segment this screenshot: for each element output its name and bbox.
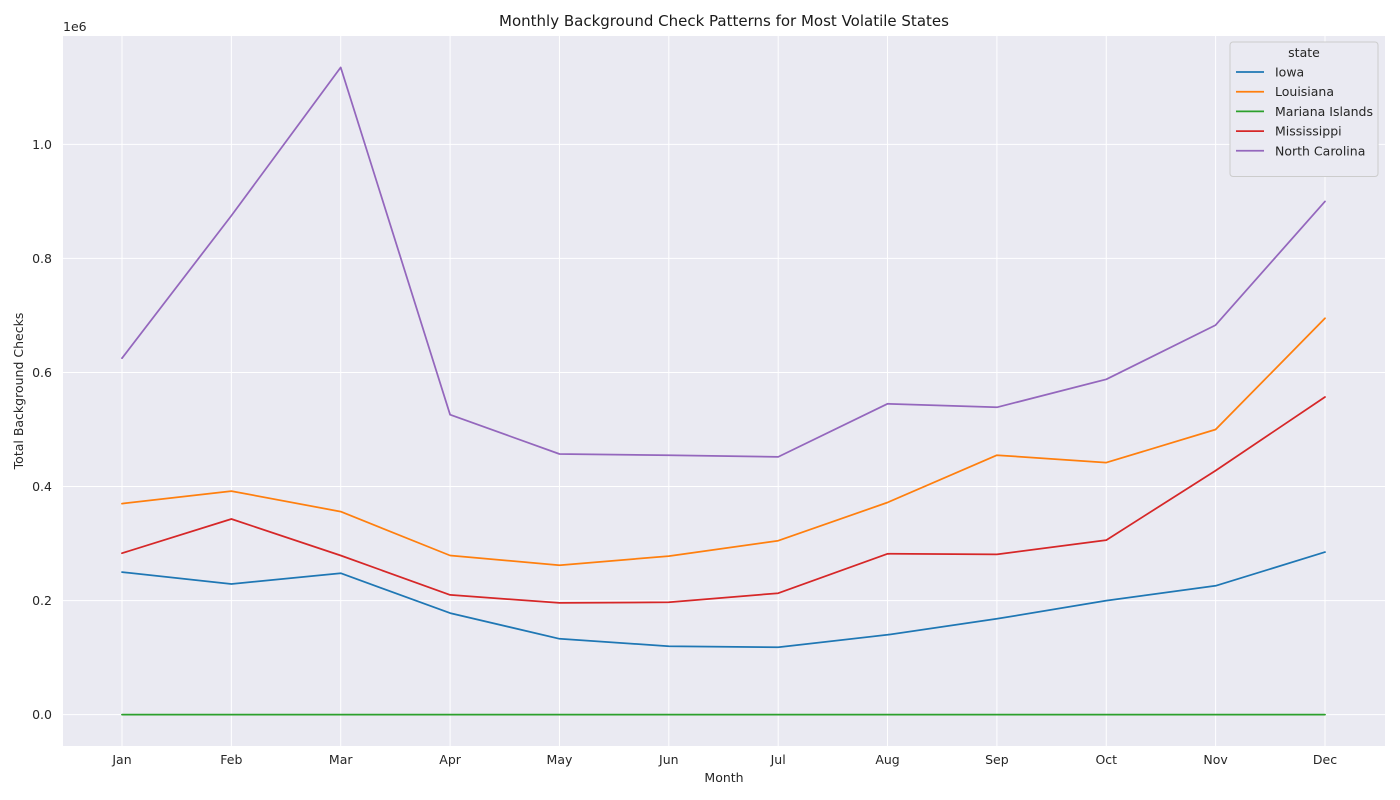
y-tick-label: 0.6: [32, 365, 52, 380]
series-line: [121, 551, 1326, 649]
y-tick-label: 0.8: [32, 251, 52, 266]
x-tick-label: May: [547, 752, 573, 767]
x-tick-label: Jul: [770, 752, 786, 767]
legend-title: state: [1288, 45, 1320, 60]
y-axis-ticks: 0.0 0.2 0.4 0.6 0.8 1.0: [32, 137, 52, 722]
legend-label: Mississippi: [1275, 124, 1342, 139]
y-tick-label: 1.0: [32, 137, 52, 152]
y-axis-label: Total Background Checks: [11, 313, 26, 471]
x-tick-label: Oct: [1095, 752, 1117, 767]
legend-box: [1229, 41, 1379, 177]
legend-label: North Carolina: [1275, 143, 1365, 158]
legend: state Iowa Louisiana Mariana Islands Missis…: [1229, 41, 1379, 177]
x-axis-ticks: Jan Feb Mar Apr May Jun Jul Aug Sep Oct Nov Dec: [111, 752, 1337, 767]
plot-area: [63, 36, 1385, 746]
chart-title: Monthly Background Check Patterns for Mo…: [499, 12, 949, 30]
x-tick-label: Dec: [1313, 752, 1337, 767]
series-line: [121, 317, 1326, 567]
x-tick-label: Aug: [875, 752, 899, 767]
x-tick-label: Apr: [439, 752, 461, 767]
y-tick-label: 0.4: [32, 479, 52, 494]
x-tick-label: Nov: [1203, 752, 1228, 767]
x-tick-label: Sep: [985, 752, 1009, 767]
x-tick-label: Jun: [658, 752, 679, 767]
y-axis-scale-note: 1e6: [63, 19, 87, 34]
x-tick-label: Feb: [220, 752, 242, 767]
series-line: [121, 396, 1326, 604]
x-axis-label: Month: [704, 770, 743, 785]
legend-label: Iowa: [1275, 65, 1304, 80]
x-tick-label: Mar: [329, 752, 353, 767]
y-tick-label: 0.2: [32, 593, 52, 608]
grid-lines: [63, 36, 1385, 746]
legend-label: Louisiana: [1275, 84, 1334, 99]
series-line: [121, 66, 1326, 458]
legend-label: Mariana Islands: [1275, 104, 1373, 119]
y-tick-label: 0.0: [32, 707, 52, 722]
series-lines: [121, 66, 1326, 716]
x-tick-label: Jan: [111, 752, 131, 767]
